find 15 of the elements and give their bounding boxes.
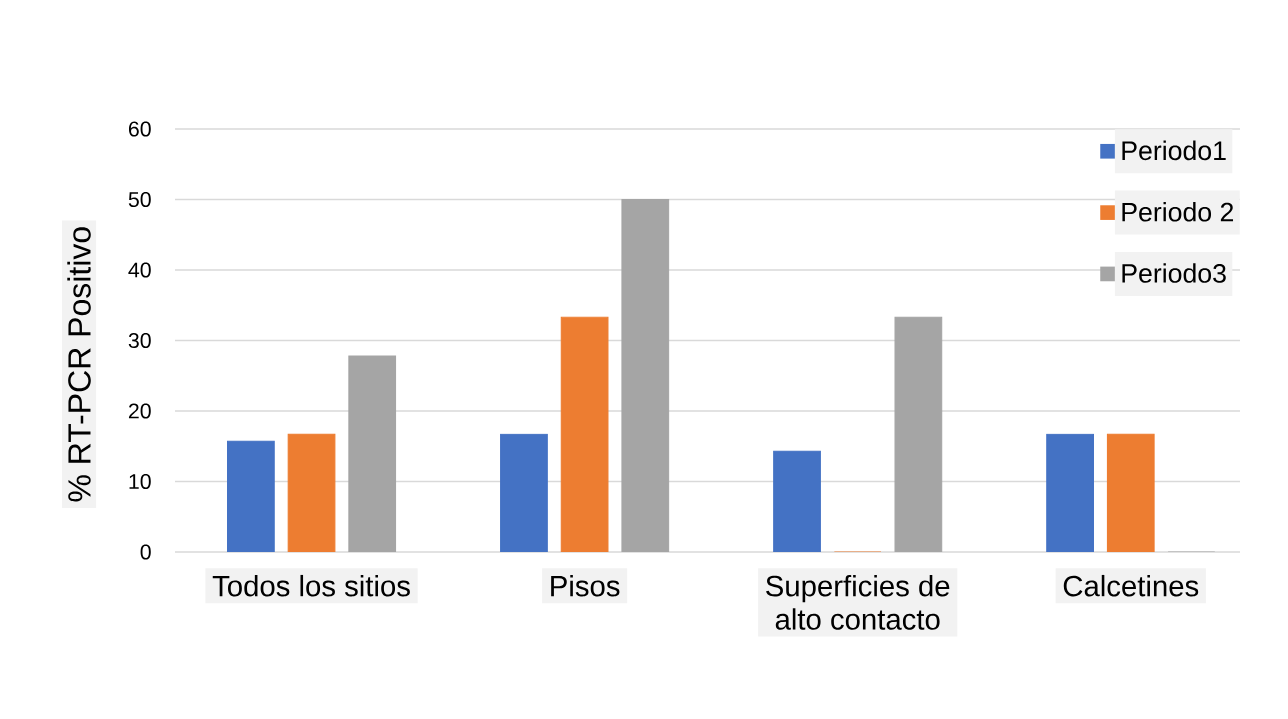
legend-label: Periodo1: [1122, 140, 1226, 161]
y-tick-label: 10: [129, 473, 151, 490]
x-tick-label: Pisos: [551, 574, 620, 597]
y-tick-label: 50: [128, 191, 151, 208]
y-axis-title: % RT-PCR Positivo: [67, 227, 91, 502]
x-tick-label: Superficies de alto contacto: [766, 574, 950, 630]
x-tick-label: Calcetines: [1063, 574, 1199, 597]
legend-label: Periodo 2: [1122, 201, 1234, 222]
x-tick-label: Todos los sitios: [212, 574, 410, 597]
y-tick-label: 0: [140, 544, 151, 560]
legend-label: Periodo3: [1122, 263, 1226, 283]
y-tick-label: 60: [128, 121, 151, 137]
y-tick-label: 30: [128, 332, 151, 349]
y-tick-label: 40: [128, 262, 151, 278]
y-tick-label: 20: [128, 403, 151, 419]
